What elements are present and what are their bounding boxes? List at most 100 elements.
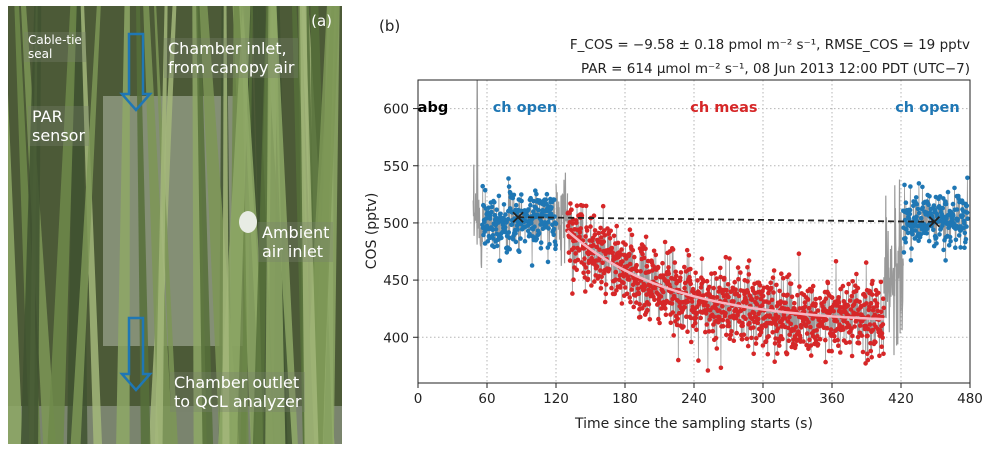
chamber-meas-point bbox=[693, 271, 698, 276]
chamber-meas-point bbox=[693, 321, 698, 326]
chamber-meas-point bbox=[690, 299, 695, 304]
chamber-open-2-point bbox=[953, 245, 958, 250]
chamber-meas-point bbox=[719, 366, 724, 371]
chamber-meas-point bbox=[620, 301, 625, 306]
chamber-meas-point bbox=[881, 352, 886, 357]
chamber-open-2-point bbox=[908, 212, 913, 217]
chamber-meas-point bbox=[687, 253, 692, 258]
chamber-meas-point bbox=[846, 282, 851, 287]
chamber-meas-point bbox=[583, 289, 588, 294]
chamber-meas-point bbox=[663, 306, 668, 311]
chamber-meas-point bbox=[836, 295, 841, 300]
chamber-meas-point bbox=[630, 233, 635, 238]
chamber-open-1-point bbox=[506, 217, 511, 222]
chamber-open-1-point bbox=[526, 207, 531, 212]
chamber-open-2-point bbox=[965, 216, 970, 221]
phase-label: ch meas bbox=[690, 100, 757, 116]
chamber-meas-point bbox=[813, 302, 818, 307]
chamber-meas-point bbox=[816, 342, 821, 347]
chamber-meas-point bbox=[754, 296, 759, 301]
chamber-meas-point bbox=[726, 295, 731, 300]
chamber-meas-point bbox=[797, 284, 802, 289]
chamber-meas-point bbox=[711, 329, 716, 334]
chamber-meas-point bbox=[663, 240, 668, 245]
chamber-meas-point bbox=[866, 358, 871, 363]
chamber-outlet-label: Chamber outlet to QCL analyzer bbox=[170, 372, 305, 412]
chamber-meas-point bbox=[850, 294, 855, 299]
chamber-open-2-point bbox=[932, 203, 937, 208]
chamber-open-2-point bbox=[920, 205, 925, 210]
chamber-meas-point bbox=[858, 323, 863, 328]
chamber-meas-point bbox=[868, 322, 873, 327]
chamber-meas-point bbox=[837, 300, 842, 305]
chamber-meas-point bbox=[729, 329, 734, 334]
chamber-meas-point bbox=[654, 253, 659, 258]
chamber-open-2-point bbox=[927, 239, 932, 244]
chamber-open-2-point bbox=[957, 233, 962, 238]
chamber-open-1-point bbox=[545, 192, 550, 197]
chamber-meas-point bbox=[768, 281, 773, 286]
chamber-meas-point bbox=[854, 272, 859, 277]
chamber-meas-point bbox=[598, 226, 603, 231]
chamber-meas-point bbox=[848, 298, 853, 303]
chamber-open-1-point bbox=[507, 184, 512, 189]
chamber-meas-point bbox=[834, 259, 839, 264]
chamber-open-1-point bbox=[549, 205, 554, 210]
chamber-open-1-point bbox=[506, 176, 511, 181]
chamber-meas-point bbox=[666, 265, 671, 270]
chamber-meas-point bbox=[592, 279, 597, 284]
chamber-meas-point bbox=[586, 277, 591, 282]
chamber-meas-point bbox=[713, 271, 718, 276]
chamber-open-1-point bbox=[498, 212, 503, 217]
chamber-meas-point bbox=[608, 229, 613, 234]
chamber-meas-point bbox=[747, 258, 752, 263]
chamber-meas-point bbox=[789, 322, 794, 327]
chamber-meas-point bbox=[621, 281, 626, 286]
chamber-meas-point bbox=[785, 293, 790, 298]
chamber-meas-point bbox=[584, 265, 589, 270]
chamber-meas-point bbox=[787, 339, 792, 344]
chamber-meas-point bbox=[824, 296, 829, 301]
chamber-meas-point bbox=[814, 297, 819, 302]
chamber-open-2-point bbox=[955, 217, 960, 222]
chamber-meas-point bbox=[848, 340, 853, 345]
chamber-meas-point bbox=[643, 247, 648, 252]
chamber-open-2-point bbox=[948, 235, 953, 240]
chamber-meas-point bbox=[574, 221, 579, 226]
chamber-open-2-point bbox=[951, 202, 956, 207]
chamber-meas-point bbox=[667, 271, 672, 276]
chamber-open-1-point bbox=[544, 197, 549, 202]
chamber-meas-point bbox=[574, 268, 579, 273]
chamber-open-2-point bbox=[904, 200, 909, 205]
chamber-open-1-point bbox=[553, 247, 558, 252]
chamber-open-1-point bbox=[546, 220, 551, 225]
chamber-meas-point bbox=[824, 318, 829, 323]
chamber-open-1-point bbox=[546, 226, 551, 231]
chamber-open-1-point bbox=[483, 188, 488, 193]
chamber-meas-point bbox=[608, 236, 613, 241]
chamber-meas-point bbox=[700, 256, 705, 261]
chamber-meas-point bbox=[794, 325, 799, 330]
chamber-meas-point bbox=[740, 337, 745, 342]
chamber-open-1-point bbox=[519, 199, 524, 204]
chamber-meas-point bbox=[707, 285, 712, 290]
chamber-meas-point bbox=[571, 277, 576, 282]
chamber-meas-point bbox=[733, 287, 738, 292]
chamber-open-2-point bbox=[925, 227, 930, 232]
x-tick-label: 480 bbox=[957, 391, 983, 407]
chamber-open-2-point bbox=[940, 206, 945, 211]
chamber-meas-point bbox=[661, 290, 666, 295]
chamber-meas-point bbox=[654, 276, 659, 281]
chamber-meas-point bbox=[726, 282, 731, 287]
par-sensor-label: PAR sensor bbox=[28, 106, 89, 146]
flux-header-line: F_COS = −9.58 ± 0.18 pmol m⁻² s⁻¹, RMSE_… bbox=[570, 37, 970, 53]
chamber-meas-point bbox=[682, 265, 687, 270]
chamber-meas-point bbox=[777, 289, 782, 294]
chamber-open-1-point bbox=[502, 202, 507, 207]
chamber-meas-point bbox=[731, 299, 736, 304]
chamber-meas-point bbox=[689, 340, 694, 345]
chamber-meas-point bbox=[736, 277, 741, 282]
y-axis-label: COS (pptv) bbox=[364, 193, 380, 270]
chamber-meas-point bbox=[628, 300, 633, 305]
x-tick-label: 240 bbox=[681, 391, 707, 407]
